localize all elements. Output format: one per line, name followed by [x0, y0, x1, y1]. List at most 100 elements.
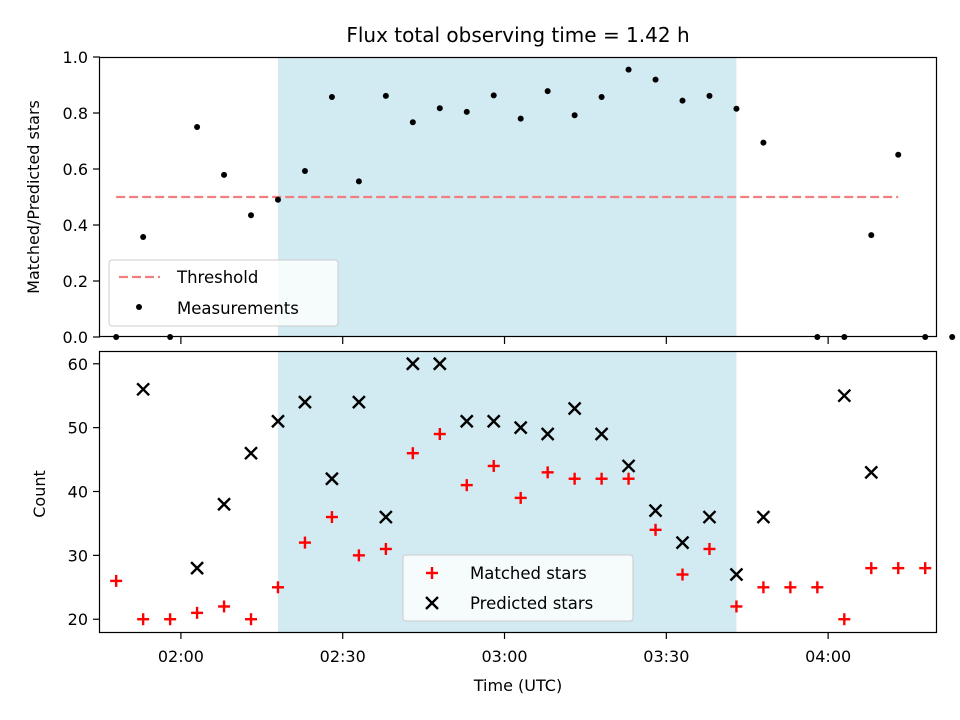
measurement-point: [868, 232, 875, 239]
matched-star-point: [838, 613, 851, 626]
predicted-star-point: [675, 535, 690, 550]
predicted-star-stroke: [540, 427, 555, 441]
matched-star-point: [757, 581, 770, 594]
matched-star-point: [433, 428, 446, 441]
predicted-star-point: [702, 510, 717, 524]
matched-star-point: [676, 568, 689, 581]
measurement-point: [679, 97, 686, 104]
measurement-point: [274, 196, 281, 203]
matched-star-point: [595, 472, 608, 485]
matched-star-point: [919, 562, 932, 575]
legend-predicted-label: Predicted stars: [470, 594, 593, 613]
predicted-star-point: [379, 510, 393, 524]
measurement-point: [221, 171, 228, 178]
chart-title: Flux total observing time = 1.42 h: [346, 23, 689, 47]
predicted-star-stroke: [325, 471, 339, 486]
bottom-x-tick-label: 02:30: [320, 647, 366, 666]
measurement-point: [490, 92, 497, 99]
legend-matched-label: Matched stars: [470, 564, 587, 583]
predicted-star-stroke: [271, 414, 285, 429]
predicted-star-stroke: [136, 382, 150, 397]
predicted-star-stroke: [648, 503, 663, 518]
predicted-star-stroke: [432, 356, 447, 371]
predicted-star-point: [325, 471, 339, 486]
top-panel: Flux total observing time = 1.42 h 0.0 0.…: [24, 23, 956, 347]
matched-star-point: [164, 613, 177, 626]
matched-star-point: [541, 466, 554, 479]
predicted-star-point: [244, 446, 258, 461]
predicted-star-stroke: [864, 465, 879, 480]
predicted-star-stroke: [594, 427, 609, 441]
measurement-point: [625, 66, 632, 73]
top-legend: Threshold Measurements: [108, 259, 339, 327]
predicted-star-point: [540, 427, 555, 441]
bottom-x-tick-label: 03:00: [481, 647, 527, 666]
predicted-star-point: [136, 382, 150, 397]
predicted-star-stroke: [352, 395, 366, 409]
predicted-star-stroke: [486, 414, 501, 429]
bottom-legend-box: [402, 554, 634, 622]
matched-star-point: [137, 613, 150, 626]
measurement-point: [248, 212, 255, 219]
predicted-star-point: [298, 395, 312, 409]
bottom-y-tick-label: 30: [68, 546, 88, 565]
matched-star-point: [325, 511, 338, 524]
predicted-star-point: [217, 497, 231, 512]
matched-star-point: [730, 600, 743, 613]
bottom-y-tick-label: 20: [68, 610, 88, 629]
matched-star-point: [514, 491, 527, 504]
bottom-marks: [110, 356, 932, 626]
measurement-point: [140, 234, 147, 241]
matched-star-point: [218, 600, 231, 613]
top-y-tick-label: 0.2: [63, 272, 88, 291]
predicted-star-point: [621, 459, 636, 473]
matched-star-point: [649, 523, 662, 536]
matched-star-point: [622, 472, 635, 485]
predicted-star-stroke: [217, 497, 231, 512]
predicted-star-point: [459, 414, 474, 429]
legend-threshold-label: Threshold: [176, 268, 258, 287]
matched-star-point: [865, 562, 878, 575]
bottom-x-tick-label: 04:00: [805, 647, 851, 666]
matched-star-point: [406, 447, 419, 460]
measurement-point: [436, 105, 443, 112]
bottom-y-ticks: 20 30 40 50 60: [68, 355, 100, 629]
predicted-star-point: [864, 465, 879, 480]
matched-star-point: [703, 542, 716, 555]
predicted-star-stroke: [675, 535, 690, 550]
legend-measurements-label: Measurements: [177, 299, 299, 318]
measurement-point: [328, 94, 335, 101]
legend-predicted-swatch: [425, 596, 439, 610]
predicted-star-stroke: [567, 401, 582, 416]
matched-star-point: [191, 606, 204, 619]
top-y-tick-label: 0.4: [63, 216, 88, 235]
matched-star-point: [379, 542, 392, 555]
measurement-point: [409, 119, 416, 126]
top-y-tick-label: 0.0: [63, 328, 88, 347]
predicted-star-point: [405, 356, 420, 371]
x-axis-label: Time (UTC): [473, 676, 562, 695]
predicted-star-point: [486, 414, 501, 429]
top-x-ticks: [180, 337, 829, 344]
measurement-point: [706, 92, 713, 99]
predicted-star-stroke: [513, 420, 528, 435]
top-y-tick-label: 0.6: [63, 160, 88, 179]
top-legend-box: [108, 259, 339, 327]
matched-star-point: [110, 574, 123, 587]
bottom-x-tick-label: 03:30: [643, 647, 689, 666]
legend-measurements-swatch: [136, 304, 142, 310]
top-y-tick-label: 1.0: [63, 48, 88, 67]
predicted-star-point: [352, 395, 366, 409]
measurement-point: [194, 124, 201, 130]
predicted-star-stroke: [729, 567, 744, 582]
predicted-star-stroke: [190, 561, 204, 575]
measurement-point: [895, 151, 902, 158]
predicted-star-stroke: [298, 395, 312, 409]
matched-star-point: [460, 479, 473, 492]
top-y-ticks: 0.0 0.2 0.4 0.6 0.8 1.0: [63, 48, 100, 347]
predicted-star-point: [729, 567, 744, 582]
predicted-star-point: [271, 414, 285, 429]
bottom-legend: Matched stars Predicted stars: [402, 554, 634, 622]
measurement-point: [949, 334, 956, 340]
measurement-point: [760, 139, 767, 146]
